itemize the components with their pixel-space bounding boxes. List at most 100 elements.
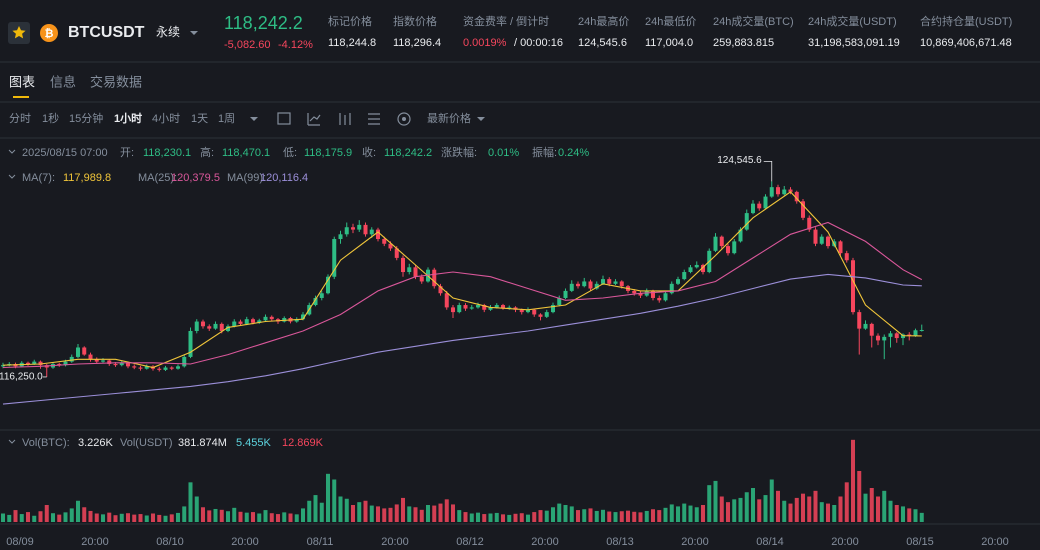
legend-close-label: 收:: [362, 145, 376, 159]
interval-active[interactable]: 1小时: [114, 111, 142, 125]
interval[interactable]: 1天: [191, 113, 208, 125]
volume-bar: [51, 513, 55, 522]
volume-bar: [594, 510, 599, 522]
volume-bar: [613, 512, 618, 522]
volume-bar: [888, 500, 893, 522]
symbol-caret[interactable]: [190, 31, 198, 35]
candle-body: [582, 281, 587, 287]
candle-body: [757, 203, 762, 209]
candle-body: [169, 367, 174, 369]
candle-body: [694, 264, 699, 268]
interval[interactable]: 分时: [9, 112, 31, 125]
candle-body: [713, 236, 718, 251]
volume-bar: [413, 507, 418, 522]
candle-body: [544, 312, 549, 317]
candle-body: [107, 360, 112, 364]
interval[interactable]: 1周: [218, 112, 235, 125]
volume-bar: [707, 485, 712, 522]
volume-bar: [701, 505, 705, 522]
candle-body: [782, 189, 787, 195]
volume-bar: [263, 510, 268, 522]
icon[interactable]: [368, 113, 380, 125]
candle-body: [351, 227, 355, 230]
candle-body: [682, 272, 687, 280]
volume-bar: [63, 512, 68, 522]
x-tick-label: 08/12: [456, 536, 484, 548]
tab[interactable]: 信息: [50, 74, 76, 89]
candle-body: [551, 305, 555, 313]
candle-body: [257, 320, 262, 323]
candle-body: [401, 257, 405, 273]
volume-bar: [457, 510, 462, 522]
candle-body: [776, 187, 780, 195]
tab[interactable]: 图表: [9, 74, 35, 89]
volume-bar: [488, 513, 493, 522]
icon[interactable]: [307, 113, 321, 126]
candle-body: [744, 213, 749, 230]
candle-body: [888, 333, 893, 337]
interval-caret[interactable]: [250, 117, 258, 121]
candle-body: [663, 293, 668, 301]
volume-bar: [657, 510, 662, 522]
volume-bar: [757, 499, 762, 522]
price-type-caret[interactable]: [477, 117, 485, 121]
volume-bar: [257, 513, 262, 522]
icon[interactable]: [397, 112, 411, 126]
stat-label: 标记价格: [328, 14, 372, 28]
candle-body: [576, 283, 580, 287]
volume-bar: [382, 508, 387, 522]
volume-bar: [394, 504, 399, 522]
candle-body: [651, 290, 655, 298]
interval[interactable]: 4小时: [152, 112, 180, 125]
price-change: -5,082.60: [224, 39, 270, 51]
vol-value: 381.874M: [178, 437, 227, 449]
stat-value: 124,545.6: [578, 37, 627, 49]
ma-line: [2, 191, 922, 369]
x-tick-label: 20:00: [681, 536, 709, 548]
x-tick-label: 20:00: [531, 536, 559, 548]
stat-label: 24h成交量(USDT): [808, 14, 897, 28]
interval[interactable]: 1秒: [42, 111, 59, 125]
legend-low: 118,175.9: [304, 147, 352, 159]
volume-bar: [26, 512, 30, 522]
stat-label: 24h最高价: [578, 14, 629, 28]
tab[interactable]: 交易数据: [90, 74, 142, 89]
interval[interactable]: 15分钟: [69, 111, 103, 125]
x-tick-label: 08/15: [906, 536, 934, 548]
volume-bar: [94, 513, 99, 522]
volume-bar: [207, 510, 212, 522]
icon[interactable]: [277, 112, 291, 125]
volume-bar: [694, 507, 699, 522]
candle-body: [444, 293, 449, 308]
volume-bar: [463, 512, 468, 522]
stat-label: 资金费率 / 倒计时: [463, 14, 549, 28]
x-tick-label: 08/11: [307, 536, 334, 548]
volume-bar: [313, 495, 318, 522]
candle-body: [801, 201, 805, 218]
icon[interactable]: [339, 113, 351, 125]
price-type[interactable]: 最新价格: [427, 111, 471, 125]
candle-body: [407, 267, 412, 273]
candle-body: [76, 347, 80, 357]
candle-body: [344, 227, 349, 235]
volume-bar: [569, 506, 574, 522]
candle-body: [632, 290, 637, 294]
candle-body: [601, 279, 605, 284]
candle-body: [857, 312, 862, 329]
low-label: 116,250.0: [0, 372, 43, 383]
volume-bar: [744, 492, 749, 522]
candle-body: [676, 279, 680, 284]
stat-value: 259,883.815: [713, 37, 774, 49]
candle-body: [394, 248, 399, 258]
candle-body: [538, 314, 543, 317]
volume-bar: [301, 508, 305, 522]
ma-line: [2, 221, 923, 369]
symbol[interactable]: BTCUSDT: [68, 24, 145, 41]
volume-bar: [244, 512, 249, 522]
candle-body: [794, 191, 799, 202]
candle-body: [144, 366, 149, 369]
volume-bar: [188, 482, 193, 522]
volume-bar: [82, 507, 87, 522]
candle-body: [913, 330, 918, 336]
